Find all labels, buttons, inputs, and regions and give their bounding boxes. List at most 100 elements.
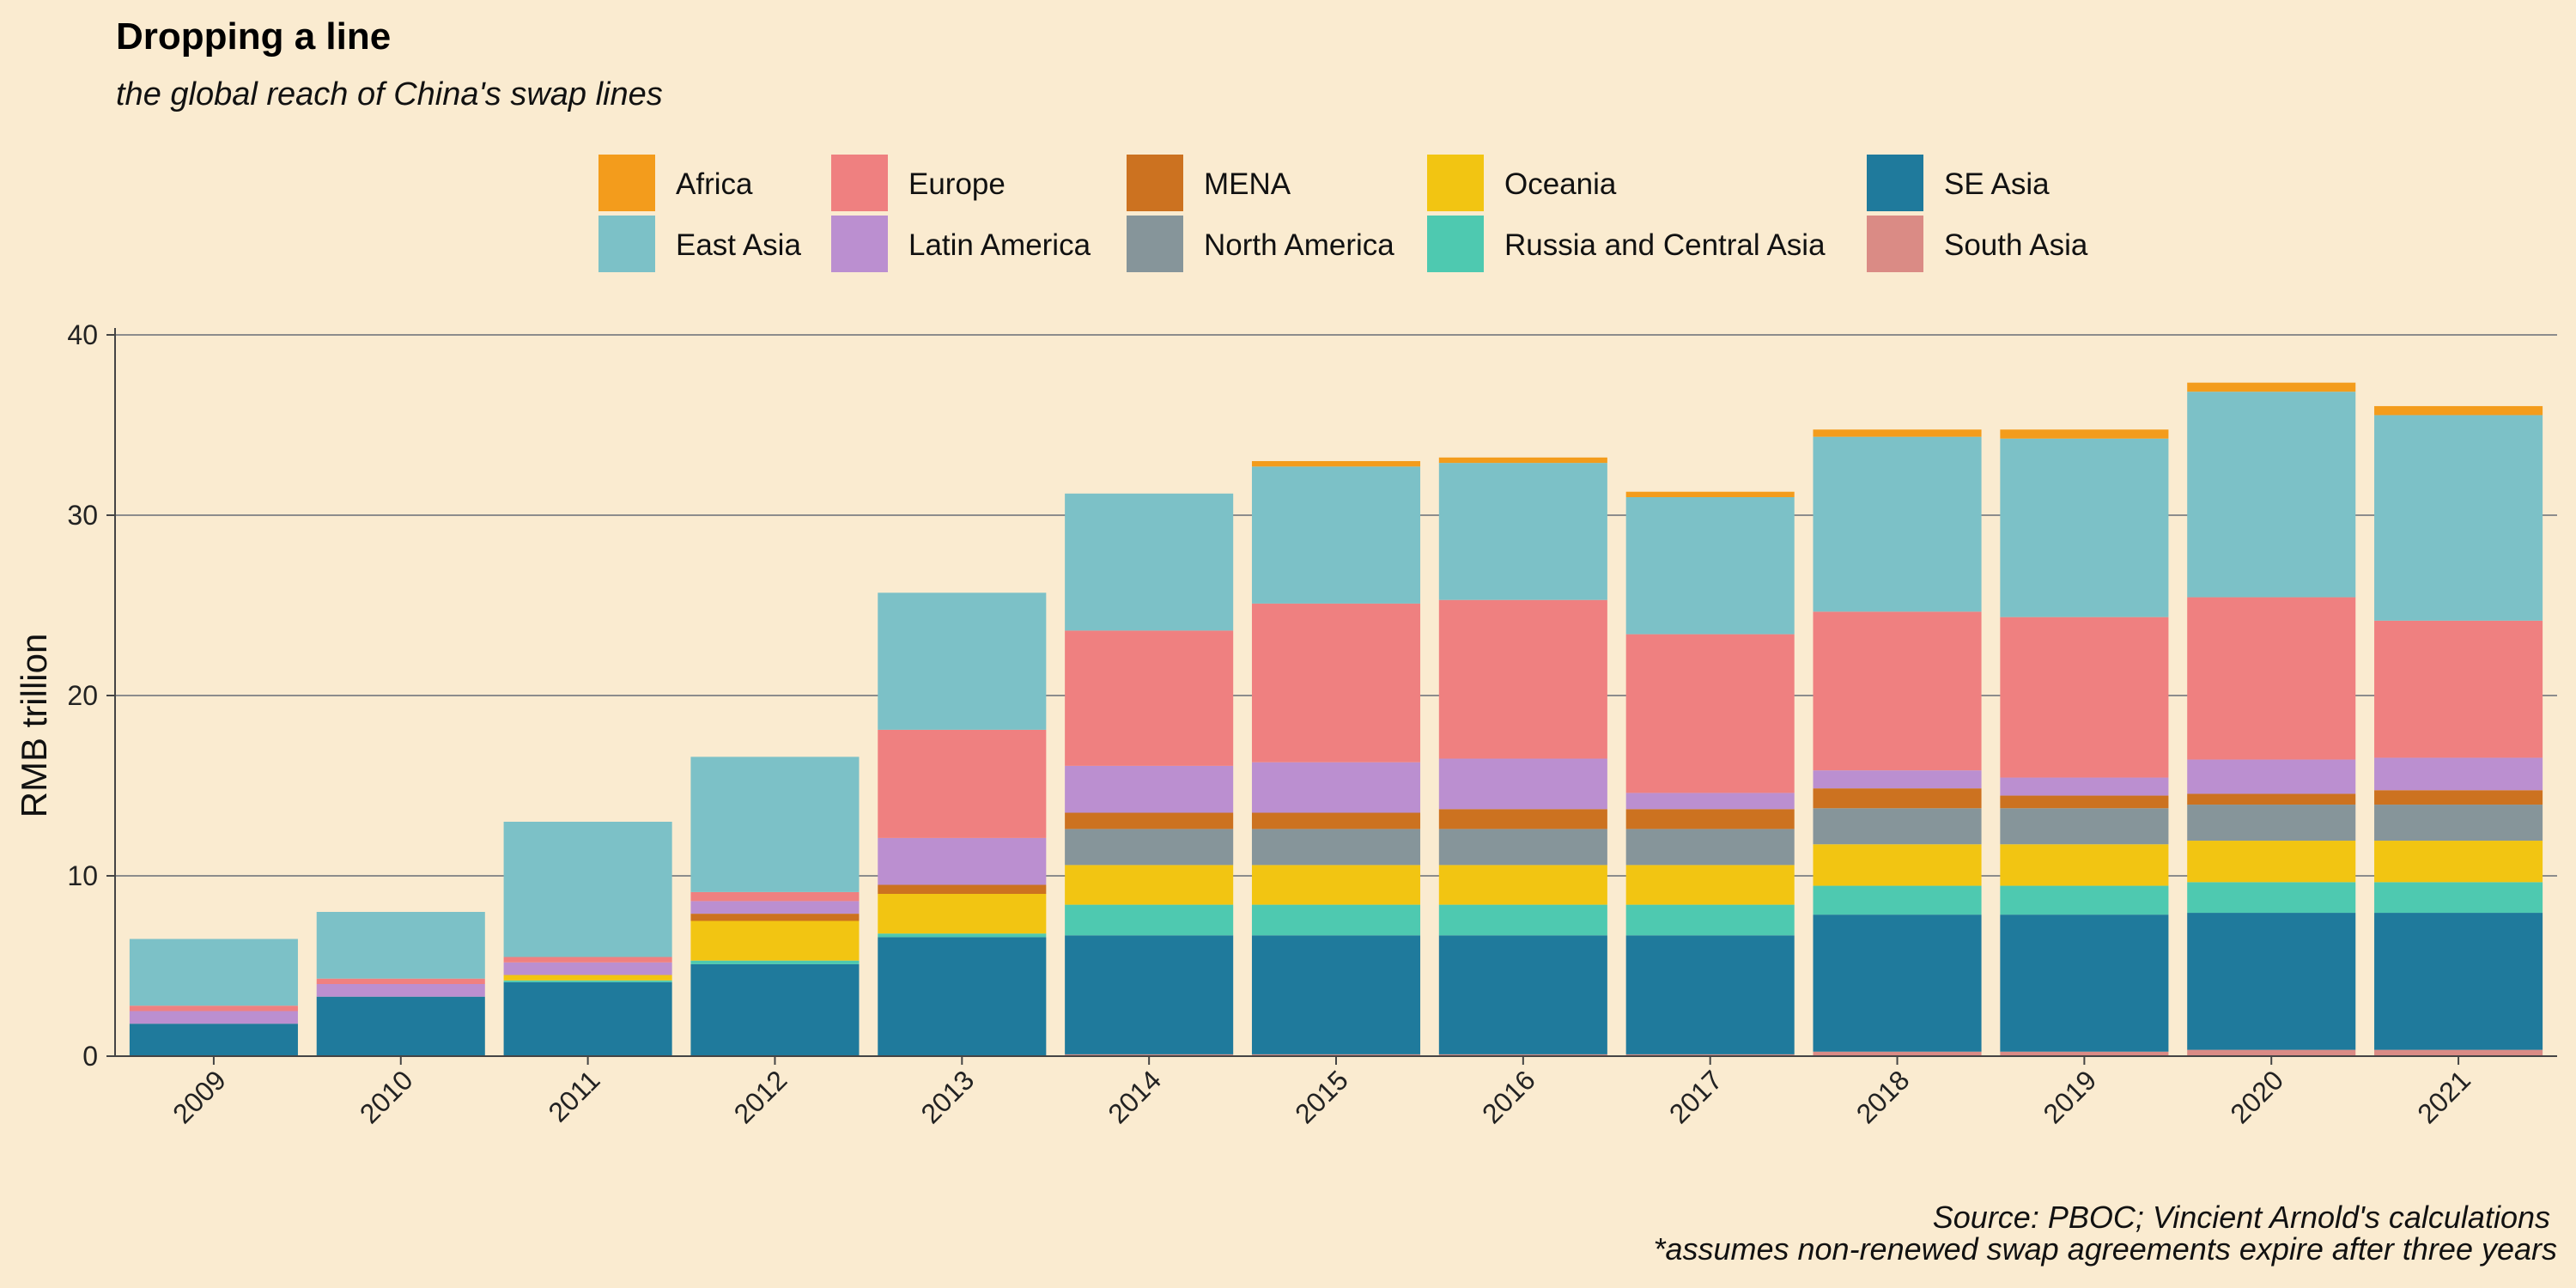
bar-segment-north-america: [2374, 805, 2543, 841]
bar-segment-se-asia: [1813, 914, 1982, 1052]
bar-segment-latin-america: [2187, 759, 2356, 794]
bar-stack-2014: [1065, 493, 1234, 1056]
bar-segment-europe: [1065, 630, 1234, 766]
bar-segment-latin-america: [1625, 793, 1795, 810]
bar-segment-oceania: [2187, 841, 2356, 883]
bar-segment-east-asia: [2374, 415, 2543, 621]
x-tick-label: 2012: [728, 1064, 793, 1129]
bar-segment-se-asia: [1625, 935, 1795, 1054]
bar-stack-2011: [503, 822, 672, 1056]
bar-segment-oceania: [1065, 865, 1234, 905]
y-tick-label: 20: [67, 680, 98, 711]
bar-segment-oceania: [1251, 865, 1421, 905]
bar-segment-east-asia: [1065, 493, 1234, 631]
y-tick-label: 0: [82, 1041, 98, 1072]
bar-segment-north-america: [1625, 829, 1795, 866]
x-tick-label: 2020: [2224, 1064, 2289, 1129]
bar-segment-se-asia: [690, 963, 860, 1056]
bar-segment-latin-america: [1438, 758, 1607, 810]
legend-swatch: [1867, 155, 1923, 211]
bar-segment-europe: [316, 978, 485, 984]
bar-segment-russia-and-central-asia: [1065, 904, 1234, 936]
bar-segment-africa: [2000, 429, 2169, 439]
bar-segment-se-asia: [503, 981, 672, 1056]
bar-segment-east-asia: [2000, 438, 2169, 617]
x-tick-label: 2009: [167, 1064, 232, 1129]
bar-segment-russia-and-central-asia: [2374, 882, 2543, 914]
x-tick-label: 2019: [2038, 1064, 2103, 1129]
x-tick-label: 2013: [914, 1064, 980, 1129]
bar-segment-latin-america: [2374, 757, 2543, 791]
bar-segment-russia-and-central-asia: [1251, 904, 1421, 936]
bar-segment-africa: [1625, 491, 1795, 497]
bar-stack-2019: [2000, 429, 2169, 1056]
legend-item-south-asia: South Asia: [1867, 216, 2088, 272]
bar-stack-2010: [316, 912, 485, 1056]
bar-segment-europe: [503, 957, 672, 963]
bar-segment-russia-and-central-asia: [1438, 904, 1607, 936]
legend-label: South Asia: [1944, 228, 2088, 262]
bar-segment-latin-america: [1251, 762, 1421, 813]
legend-label: Oceania: [1504, 167, 1617, 201]
bar-stack-2017: [1625, 491, 1795, 1056]
bar-segment-east-asia: [316, 912, 485, 979]
legend-swatch: [1427, 155, 1484, 211]
bar-segment-east-asia: [1625, 497, 1795, 635]
bars: [129, 382, 2543, 1056]
legend-label: Russia and Central Asia: [1504, 228, 1826, 262]
bar-segment-russia-and-central-asia: [1813, 885, 1982, 915]
bar-segment-north-america: [2000, 808, 2169, 845]
bar-segment-se-asia: [129, 1024, 298, 1056]
bar-segment-south-asia: [1438, 1054, 1607, 1056]
bar-segment-se-asia: [2187, 913, 2356, 1050]
legend-swatch: [831, 216, 888, 272]
y-tick-label: 30: [67, 500, 98, 531]
x-tick-label: 2016: [1476, 1064, 1541, 1129]
x-tick-label: 2011: [542, 1064, 605, 1127]
bar-segment-mena: [2374, 790, 2543, 805]
bar-segment-latin-america: [316, 984, 485, 997]
bar-segment-latin-america: [2000, 777, 2169, 796]
bar-segment-mena: [2187, 793, 2356, 805]
bar-stack-2021: [2374, 405, 2543, 1056]
legend-item-east-asia: East Asia: [598, 216, 801, 272]
bar-segment-oceania: [1813, 844, 1982, 886]
legend: Africa East Asia Europe Latin America MENA No…: [598, 155, 2088, 272]
bar-segment-oceania: [690, 920, 860, 961]
legend-label: Europe: [908, 167, 1005, 201]
bar-stack-2009: [129, 939, 298, 1056]
bar-segment-oceania: [878, 894, 1047, 934]
legend-item-oceania: Oceania: [1427, 155, 1617, 211]
bar-segment-europe: [690, 891, 860, 902]
bar-segment-se-asia: [1065, 935, 1234, 1054]
bar-segment-latin-america: [878, 837, 1047, 885]
bar-segment-east-asia: [129, 939, 298, 1006]
bar-segment-east-asia: [690, 756, 860, 892]
bar-segment-russia-and-central-asia: [503, 980, 672, 982]
bar-segment-russia-and-central-asia: [690, 960, 860, 964]
bar-segment-africa: [1813, 429, 1982, 437]
bar-segment-europe: [2187, 597, 2356, 760]
bar-segment-oceania: [503, 975, 672, 981]
bar-segment-south-asia: [1065, 1054, 1234, 1056]
bar-segment-south-asia: [2374, 1049, 2543, 1056]
chart-subtitle: the global reach of China's swap lines: [116, 76, 663, 112]
bar-segment-north-america: [1065, 829, 1234, 866]
bar-segment-mena: [1625, 809, 1795, 829]
legend-item-north-america: North America: [1127, 216, 1394, 272]
bar-segment-europe: [2374, 620, 2543, 758]
bar-segment-south-asia: [2000, 1051, 2169, 1056]
legend-swatch: [598, 155, 655, 211]
legend-swatch: [1867, 216, 1923, 272]
legend-label: East Asia: [676, 228, 801, 262]
bar-segment-russia-and-central-asia: [2187, 882, 2356, 914]
bar-segment-oceania: [1625, 865, 1795, 905]
bar-segment-se-asia: [1251, 935, 1421, 1054]
bar-segment-europe: [1438, 599, 1607, 759]
bar-segment-mena: [1813, 788, 1982, 809]
bar-segment-oceania: [2374, 841, 2543, 883]
chart-title: Dropping a line: [116, 15, 391, 58]
bar-segment-east-asia: [1813, 436, 1982, 612]
bar-segment-mena: [878, 884, 1047, 894]
bar-segment-se-asia: [316, 996, 485, 1056]
